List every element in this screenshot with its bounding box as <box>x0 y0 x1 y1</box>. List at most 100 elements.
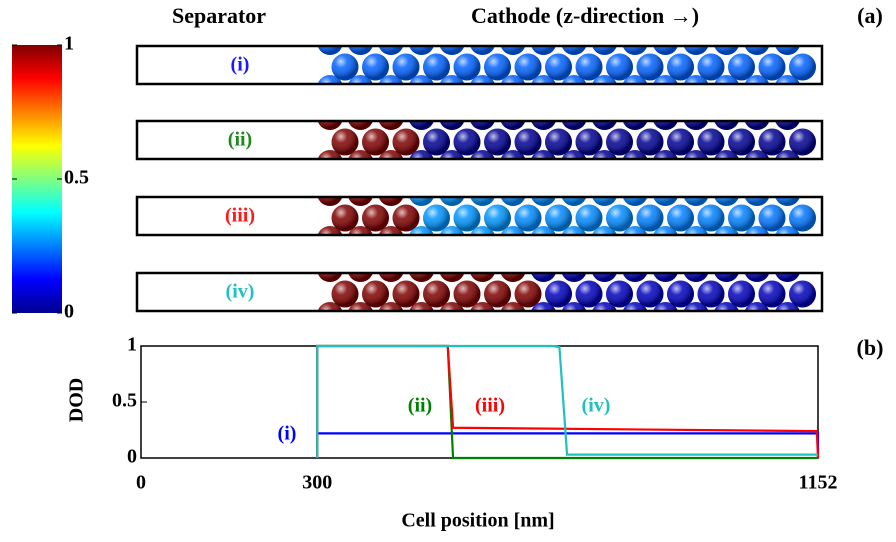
particle-highlight <box>500 46 526 55</box>
colorbar-tick-label: 0 <box>64 301 74 323</box>
particle-highlight <box>667 128 694 156</box>
particle-highlight <box>470 46 495 55</box>
particle-highlight <box>500 75 526 84</box>
series-label: (i) <box>278 423 297 445</box>
particle-highlight <box>531 46 556 55</box>
particle-highlight <box>683 302 709 311</box>
particle-highlight <box>789 53 816 81</box>
particle-highlight <box>348 273 373 282</box>
particle-highlight <box>714 46 739 55</box>
particle-highlight <box>622 197 648 206</box>
particle-highlight <box>592 302 617 311</box>
particle-highlight <box>653 302 678 311</box>
series-label: (iv) <box>582 395 611 417</box>
particle-highlight <box>636 128 664 156</box>
strip-frame <box>135 119 824 161</box>
particle-highlight <box>592 226 617 235</box>
particle-highlight <box>636 53 664 81</box>
particle-highlight <box>531 121 556 130</box>
particle-highlight <box>453 128 481 156</box>
particle-highlight <box>683 46 709 55</box>
particle-highlight <box>728 53 755 81</box>
y-tick-label: 0.5 <box>112 390 137 412</box>
particle-highlight <box>348 226 373 235</box>
particle-highlight <box>775 150 800 159</box>
particle-highlight <box>348 75 373 84</box>
series-line <box>316 344 818 458</box>
particle-highlight <box>775 273 800 282</box>
particle-highlight <box>697 128 725 156</box>
particle-highlight <box>453 204 481 232</box>
particle-highlight <box>575 204 603 232</box>
series-label: (iii) <box>475 395 505 417</box>
particle-highlight <box>409 75 434 84</box>
particle-highlight <box>744 150 770 159</box>
separator-label: Separator <box>172 3 266 28</box>
particle-highlight <box>744 273 770 282</box>
particle-highlight <box>348 46 373 55</box>
row-label: (i) <box>231 54 250 76</box>
particle-highlight <box>592 273 617 282</box>
row-label: (ii) <box>228 129 252 151</box>
particle-strip <box>317 197 816 235</box>
particle-highlight <box>423 280 450 308</box>
particle-highlight <box>575 280 603 308</box>
particle-highlight <box>744 75 770 84</box>
particle-highlight <box>744 226 770 235</box>
particle-highlight <box>714 197 739 206</box>
particle-highlight <box>439 150 465 159</box>
colorbar-tick-label: 1 <box>64 33 74 55</box>
series-line <box>316 344 820 459</box>
particle-highlight <box>683 75 709 84</box>
row-label: (iv) <box>226 281 255 303</box>
particle-highlight <box>348 121 373 130</box>
particle-highlight <box>470 121 495 130</box>
particle-highlight <box>378 75 404 84</box>
particle-highlight <box>744 46 770 55</box>
particle-highlight <box>439 226 465 235</box>
particle-highlight <box>622 302 648 311</box>
particle-highlight <box>317 302 343 311</box>
particle-highlight <box>714 75 739 84</box>
particle-highlight <box>378 46 404 55</box>
series-line <box>316 344 818 460</box>
particle-highlight <box>392 128 420 156</box>
cathode-label: Cathode (z-direction →) <box>471 3 699 28</box>
particle-highlight <box>409 150 434 159</box>
particle-highlight <box>758 53 786 81</box>
particle-highlight <box>514 204 542 232</box>
particle-highlight <box>317 75 343 84</box>
particle-strip <box>317 273 816 311</box>
particle-highlight <box>697 204 725 232</box>
particle-highlight <box>683 121 709 130</box>
x-tick-label: 1152 <box>799 472 838 494</box>
particle-highlight <box>683 273 709 282</box>
particle-highlight <box>470 226 495 235</box>
particle-highlight <box>514 128 542 156</box>
particle-highlight <box>606 53 633 81</box>
particle-highlight <box>378 121 404 130</box>
particle-highlight <box>531 302 556 311</box>
particle-highlight <box>500 273 526 282</box>
particle-highlight <box>653 273 678 282</box>
particle-highlight <box>378 197 404 206</box>
particle-highlight <box>697 280 725 308</box>
particle-highlight <box>653 226 678 235</box>
particle-highlight <box>484 204 511 232</box>
particle-highlight <box>606 128 633 156</box>
particle-highlight <box>744 302 770 311</box>
particle-highlight <box>622 226 648 235</box>
particle-highlight <box>531 273 556 282</box>
panel-label: (b) <box>857 335 884 360</box>
particle-highlight <box>714 273 739 282</box>
particle-highlight <box>728 280 755 308</box>
particle-highlight <box>531 197 556 206</box>
x-tick-label: 300 <box>302 472 332 494</box>
particle-highlight <box>500 121 526 130</box>
particle-highlight <box>561 150 587 159</box>
particle-highlight <box>423 128 450 156</box>
particle-highlight <box>317 121 343 130</box>
y-tick-label: 1 <box>127 334 137 356</box>
particle-highlight <box>362 128 389 156</box>
particle-highlight <box>317 273 343 282</box>
